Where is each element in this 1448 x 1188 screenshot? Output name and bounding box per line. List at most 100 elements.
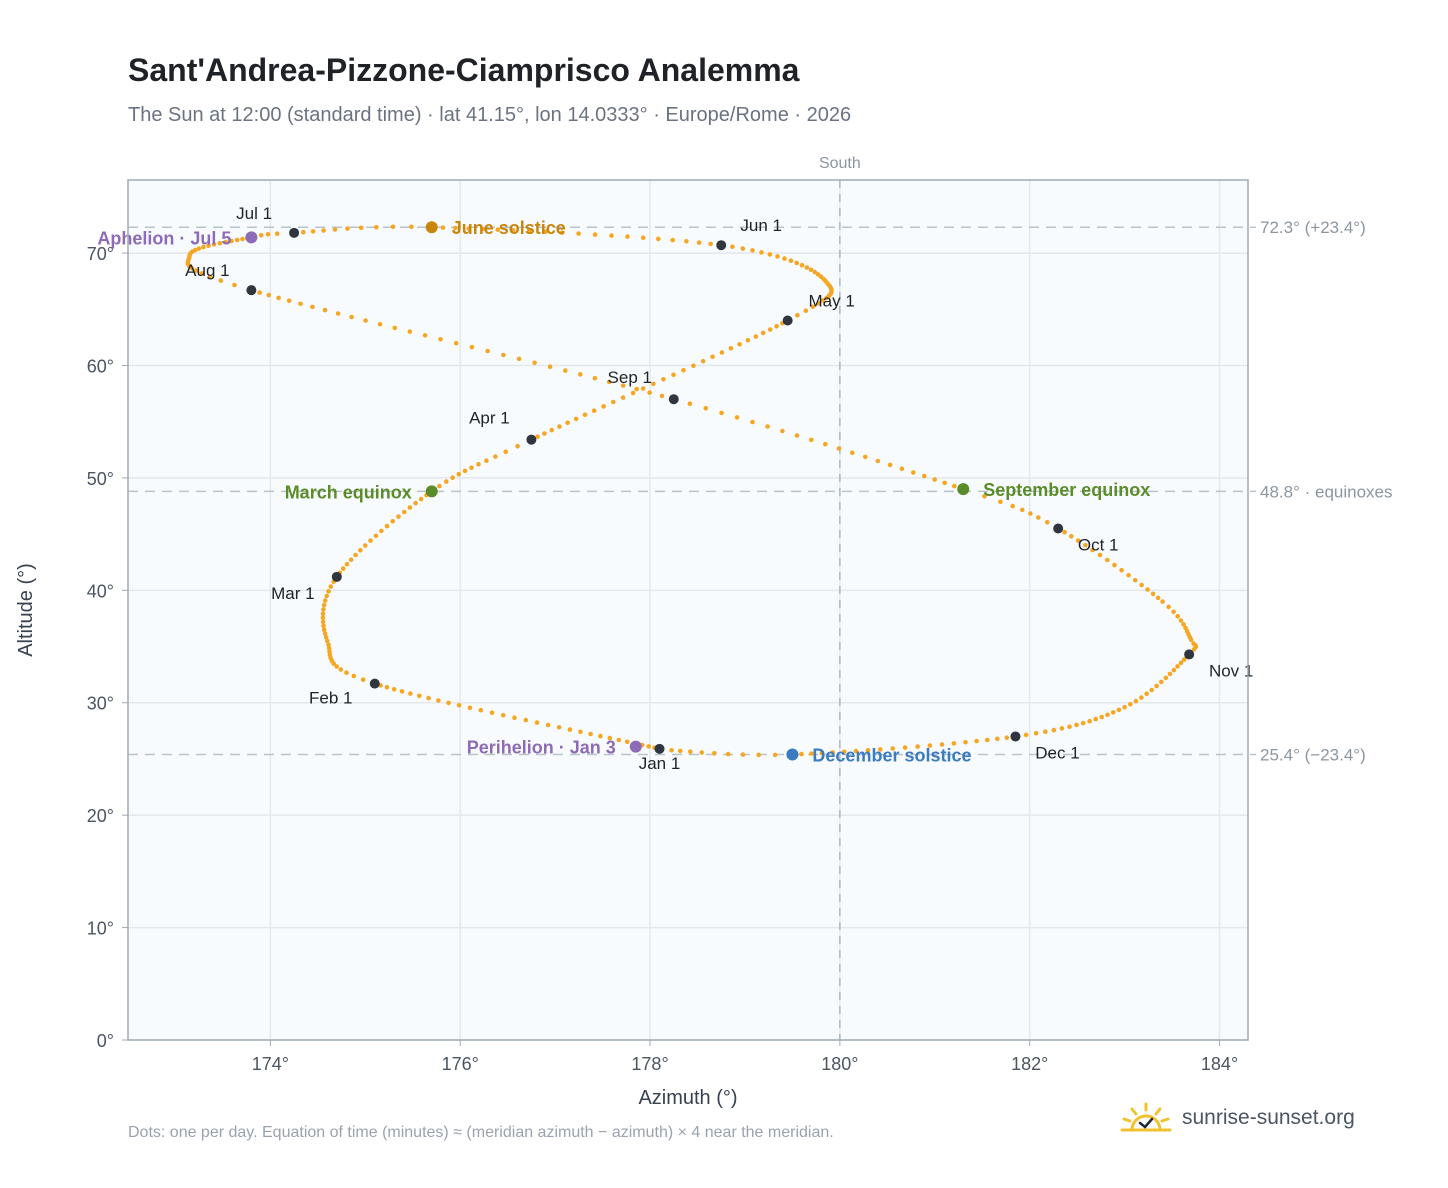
day-dot [651, 381, 656, 387]
day-dot [266, 292, 272, 298]
day-dot [794, 260, 799, 266]
day-dot [942, 480, 947, 486]
day-dot [607, 735, 613, 741]
day-dot [772, 752, 778, 758]
plot-frame [127, 179, 1249, 1041]
day-dot [542, 431, 547, 436]
day-dot [725, 751, 731, 757]
day-dot [515, 443, 520, 449]
day-dot [358, 548, 363, 553]
day-dot [609, 233, 614, 238]
day-dot [328, 584, 334, 589]
day-dot [820, 298, 826, 303]
day-dot [812, 269, 818, 275]
day-dot [1128, 702, 1133, 707]
analemma-curve [185, 224, 1199, 758]
day-dot [719, 410, 724, 416]
day-dot [384, 685, 390, 690]
day-dot [887, 462, 893, 468]
day-dot [207, 274, 213, 280]
day-dot [782, 256, 787, 261]
day-dot [1083, 542, 1088, 548]
day-dot [326, 646, 332, 651]
day-dot [345, 226, 350, 231]
day-dot [501, 352, 506, 358]
month-label: Jun 1 [740, 216, 782, 235]
day-dot [391, 687, 397, 692]
day-dot [532, 360, 537, 366]
day-dot [396, 514, 401, 519]
day-dot [217, 240, 223, 246]
day-dot [703, 406, 709, 411]
day-dot [998, 499, 1003, 505]
day-dot [1181, 657, 1187, 662]
day-dot [696, 240, 702, 245]
x-tick-label: 178° [631, 1054, 668, 1074]
day-dot [1036, 515, 1041, 520]
day-dot [408, 691, 413, 696]
day-dot [453, 340, 459, 346]
day-dot [310, 304, 315, 310]
day-dot [582, 412, 588, 418]
meridian-label: South [819, 155, 861, 172]
day-dot [301, 229, 306, 235]
day-dot [557, 424, 562, 429]
day-dot [951, 741, 957, 746]
day-dot [728, 346, 734, 351]
day-dot [437, 483, 442, 489]
day-dot [320, 615, 326, 621]
day-dot [495, 227, 501, 232]
day-dot [1171, 609, 1176, 615]
month-label: Oct 1 [1078, 535, 1119, 554]
day-dot [324, 593, 330, 599]
day-dot [830, 750, 836, 755]
event-label: Aphelion · Jul 5 [97, 228, 231, 248]
month-marker [716, 240, 727, 251]
day-dot [899, 466, 905, 472]
day-dot [276, 295, 281, 301]
day-dot [699, 750, 704, 755]
day-dot [351, 673, 357, 679]
day-dot [911, 470, 916, 475]
day-dot [321, 228, 326, 233]
day-dot [816, 301, 821, 306]
brand[interactable]: sunrise-sunset.org [1120, 1102, 1355, 1134]
event-label: June solstice [452, 218, 566, 238]
day-dot [320, 619, 326, 625]
event-marker [629, 740, 642, 753]
day-dot [493, 454, 498, 459]
day-dot [1044, 520, 1050, 525]
day-dot [795, 312, 800, 318]
day-dot [1139, 582, 1144, 588]
day-dot [740, 246, 746, 251]
month-marker [1053, 523, 1064, 534]
day-dot [298, 301, 303, 307]
day-dot [1105, 712, 1110, 718]
day-dot [1062, 529, 1067, 535]
day-dot [865, 748, 871, 753]
day-dot [407, 329, 413, 334]
day-dot [1132, 577, 1138, 583]
day-dot [193, 268, 199, 273]
day-dot [1099, 714, 1104, 720]
day-dot [384, 523, 390, 529]
x-tick-label: 176° [442, 1054, 479, 1074]
day-dot [712, 751, 717, 756]
day-dot [321, 627, 327, 633]
day-dot [1188, 637, 1194, 643]
day-dot [767, 252, 773, 257]
month-label: Nov 1 [1209, 661, 1253, 680]
day-dot [995, 736, 1000, 742]
day-dot [878, 747, 883, 752]
day-dot [265, 232, 271, 237]
day-dot [767, 327, 773, 332]
day-dot [611, 399, 616, 405]
day-dot [902, 745, 908, 750]
day-dot [982, 494, 987, 499]
day-dot [620, 383, 626, 388]
day-dot [417, 693, 422, 699]
day-dot [240, 236, 245, 242]
day-dot [1175, 664, 1180, 669]
day-dot [368, 538, 373, 543]
